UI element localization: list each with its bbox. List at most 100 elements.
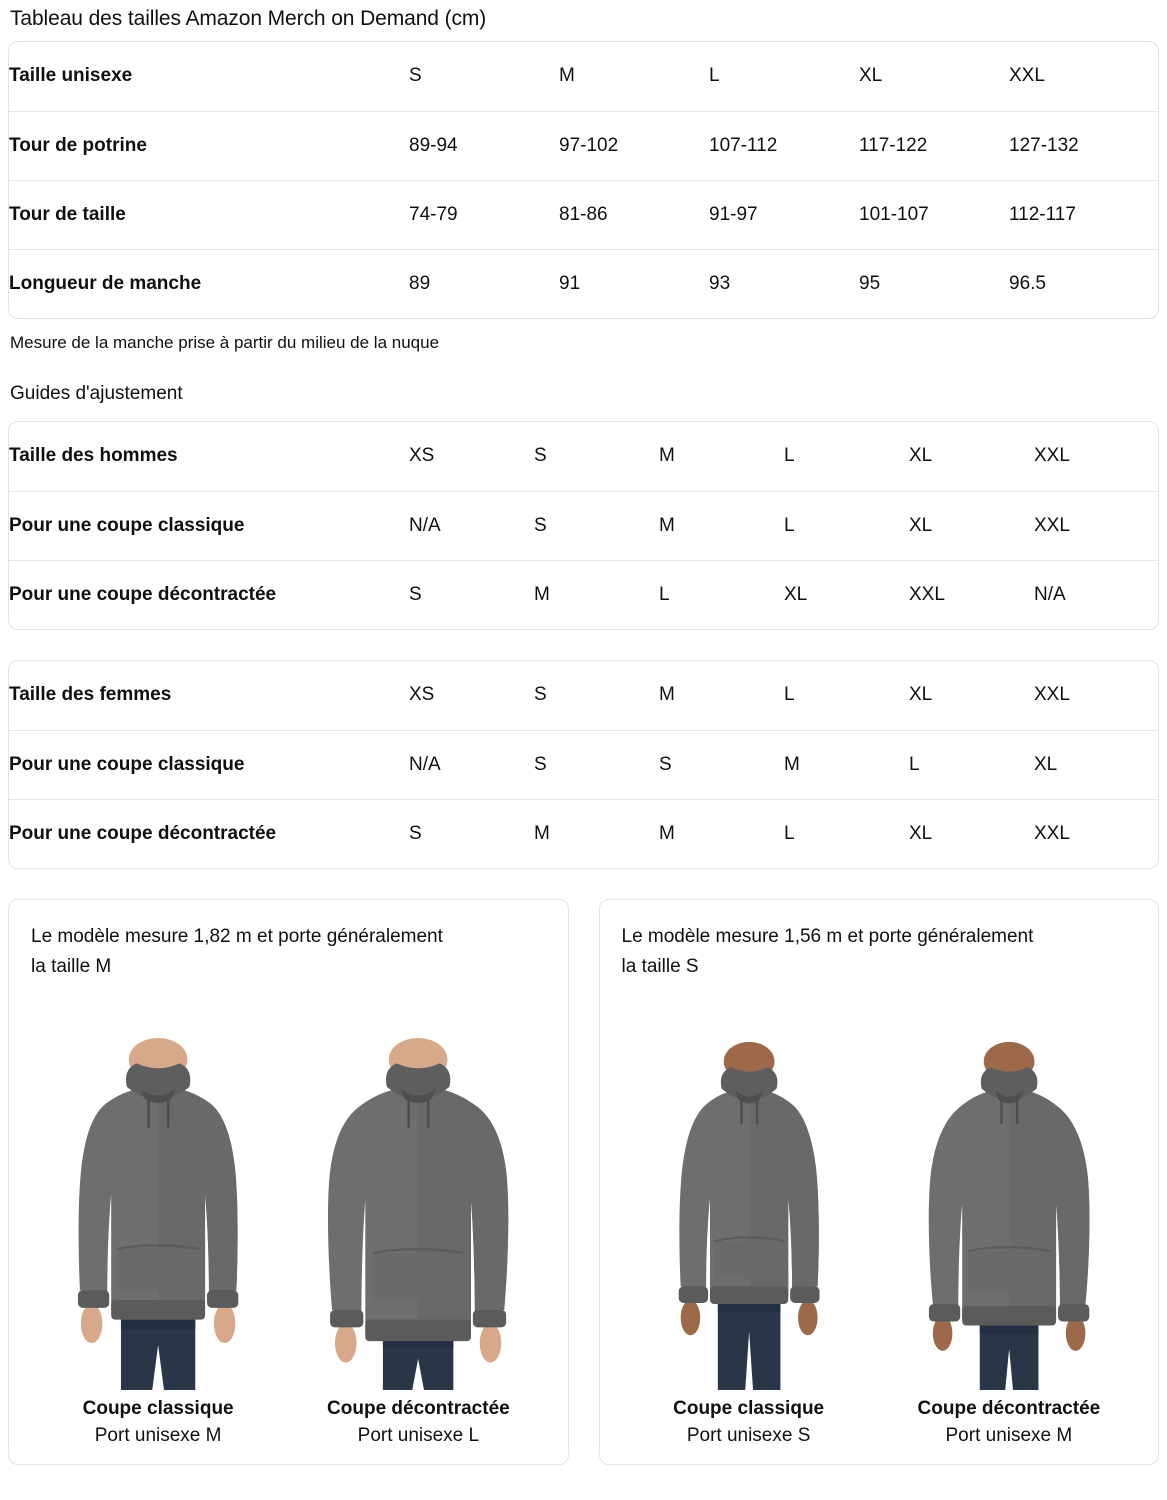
womens-fit-table-card: Taille des femmes XS S M L XL XXL Pour u… — [8, 660, 1159, 869]
table-cell: S — [534, 729, 659, 799]
row-label: Pour une coupe classique — [9, 729, 409, 799]
table-cell: 93 — [709, 248, 859, 318]
unisex-size-table-body: Taille unisexe S M L XL XXL Tour de potr… — [9, 42, 1158, 318]
table-row: Tour de taille 74-79 81-86 91-97 101-107… — [9, 179, 1158, 249]
sleeve-measurement-note: Mesure de la manche prise à partir du mi… — [10, 333, 440, 352]
fit-name: Coupe classique — [82, 1398, 234, 1419]
womens-fit-table: Taille des femmes XS S M L XL XXL Pour u… — [9, 661, 1158, 868]
size-header-cell: S — [409, 65, 422, 87]
fit-name: Coupe décontractée — [327, 1398, 510, 1419]
size-header-cell: XL — [909, 445, 933, 467]
table-cell: XL — [1034, 729, 1158, 799]
size-header-cell: XL — [909, 684, 933, 706]
size-header-cell: XXL — [1034, 684, 1070, 706]
table-cell: 117-122 — [859, 110, 1009, 180]
photo-column-relaxed: Coupe décontractée Port unisexe L — [291, 996, 546, 1450]
fit-guides-title: Guides d'ajustement — [10, 383, 183, 404]
size-header-cell: L — [784, 684, 795, 706]
row-label: Pour une coupe décontractée — [9, 798, 409, 868]
table-cell: XL — [909, 798, 1034, 868]
table-cell: M — [659, 798, 784, 868]
model-caption: Le modèle mesure 1,82 m et porte général… — [31, 926, 443, 977]
table-cell: 112-117 — [1009, 179, 1158, 249]
fit-sublabel: Port unisexe S — [686, 1425, 811, 1446]
row-label: Longueur de manche — [9, 248, 409, 318]
table-cell: N/A — [1034, 559, 1158, 629]
table-cell: 127-132 — [1009, 110, 1158, 180]
table-cell: N/A — [409, 490, 534, 560]
mens-fit-table-card: Taille des hommes XS S M L XL XXL Pour u… — [8, 421, 1159, 630]
unisex-size-table-card: Taille unisexe S M L XL XXL Tour de potr… — [8, 41, 1159, 319]
photo-column-relaxed: Coupe décontractée Port unisexe M — [881, 996, 1136, 1450]
table-cell: M — [534, 798, 659, 868]
table-row: Pour une coupe décontractée S M M L XL X… — [9, 798, 1158, 868]
table-cell: 89 — [409, 248, 559, 318]
size-header-cell: M — [559, 65, 575, 87]
model-photos: Coupe classique Port unisexe S — [621, 996, 1136, 1450]
table-cell: S — [659, 729, 784, 799]
table-cell: 91-97 — [709, 179, 859, 249]
size-header-cell: L — [709, 65, 720, 87]
table-cell: S — [534, 490, 659, 560]
row-label: Taille des femmes — [9, 684, 172, 706]
table-cell: 81-86 — [559, 179, 709, 249]
photo-column-classic: Coupe classique Port unisexe S — [621, 996, 876, 1450]
model-caption: Le modèle mesure 1,56 m et porte général… — [621, 926, 1034, 977]
table-cell: S — [409, 798, 534, 868]
table-cell: XL — [784, 559, 909, 629]
table-row: Pour une coupe classique N/A S M L XL XX… — [9, 490, 1158, 560]
table-cell: L — [784, 798, 909, 868]
row-label: Pour une coupe décontractée — [9, 559, 409, 629]
fit-name: Coupe décontractée — [917, 1398, 1101, 1419]
row-label: Tour de taille — [9, 179, 409, 249]
table-cell: M — [659, 490, 784, 560]
model-card-men: Le modèle mesure 1,82 m et porte général… — [8, 899, 569, 1465]
model-photo-man-relaxed — [291, 996, 546, 1390]
photo-column-classic: Coupe classique Port unisexe M — [31, 996, 286, 1450]
fit-sublabel: Port unisexe M — [945, 1425, 1073, 1446]
model-photos: Coupe classique Port unisexe M — [31, 996, 546, 1450]
row-label: Taille des hommes — [9, 445, 178, 467]
table-cell: XXL — [1034, 490, 1158, 560]
table-row-header: Taille unisexe S M L XL XXL — [9, 42, 1158, 111]
fit-sublabel: Port unisexe M — [94, 1425, 222, 1446]
table-cell: 101-107 — [859, 179, 1009, 249]
table-cell: 96.5 — [1009, 248, 1158, 318]
table-row: Tour de potrine 89-94 97-102 107-112 117… — [9, 110, 1158, 180]
model-card-women: Le modèle mesure 1,56 m et porte général… — [598, 899, 1159, 1465]
table-row-header: Taille des hommes XS S M L XL XXL — [9, 422, 1158, 491]
photo-labels: Coupe décontractée Port unisexe M — [882, 1390, 1136, 1450]
table-cell: 74-79 — [409, 179, 559, 249]
size-header-cell: M — [659, 684, 675, 706]
table-row-header: Taille des femmes XS S M L XL XXL — [9, 661, 1158, 730]
row-label: Tour de potrine — [9, 110, 409, 180]
model-photo-woman-classic — [621, 996, 876, 1390]
model-cards-row: Le modèle mesure 1,82 m et porte général… — [8, 899, 1159, 1465]
mens-fit-table-body: Taille des hommes XS S M L XL XXL Pour u… — [9, 422, 1158, 629]
size-header-cell: S — [534, 684, 547, 706]
table-row: Pour une coupe décontractée S M L XL XXL… — [9, 559, 1158, 629]
model-photo-woman-relaxed — [881, 996, 1136, 1390]
size-header-cell: XXL — [1034, 445, 1070, 467]
table-cell: 97-102 — [559, 110, 709, 180]
size-header-cell: L — [784, 445, 795, 467]
table-cell: S — [409, 559, 534, 629]
table-cell: M — [534, 559, 659, 629]
size-header-cell: M — [659, 445, 675, 467]
table-cell: N/A — [409, 729, 534, 799]
table-cell: 95 — [859, 248, 1009, 318]
size-header-cell: S — [534, 445, 547, 467]
size-header-cell: XS — [409, 445, 435, 467]
table-cell: L — [909, 729, 1034, 799]
table-cell: 89-94 — [409, 110, 559, 180]
row-label: Pour une coupe classique — [9, 490, 409, 560]
table-cell: 107-112 — [709, 110, 859, 180]
size-header-cell: XXL — [1009, 65, 1045, 87]
table-cell: 91 — [559, 248, 709, 318]
table-cell: L — [784, 490, 909, 560]
table-cell: XXL — [909, 559, 1034, 629]
size-header-cell: XS — [409, 684, 435, 706]
photo-labels: Coupe classique Port unisexe S — [622, 1390, 876, 1450]
unisex-size-table: Taille unisexe S M L XL XXL Tour de potr… — [9, 42, 1158, 318]
